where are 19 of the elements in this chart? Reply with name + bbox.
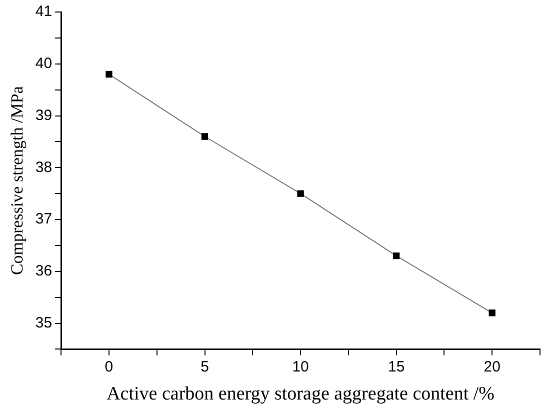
point [201, 133, 208, 140]
y-tick-label: 41 [35, 3, 52, 20]
x-tick-label: 5 [200, 358, 209, 376]
y-axis-title: Compressive strength /MPa [8, 86, 27, 276]
x-axis-title: Active carbon energy storage aggregate content /% [106, 384, 495, 405]
point [297, 190, 304, 197]
x-tick-label: 20 [484, 358, 500, 376]
point [392, 252, 400, 260]
y-tick-label: 35 [35, 314, 52, 332]
y-tick-label: 39 [35, 106, 52, 124]
x-tick-label: 10 [292, 358, 309, 376]
x-tick-label: 0 [104, 358, 114, 376]
y-tick-label: 40 [35, 55, 52, 72]
point [488, 310, 496, 316]
y-tick-label: 38 [35, 158, 52, 176]
x-tick-label: 15 [388, 358, 405, 376]
y-tick-label: 37 [35, 210, 52, 228]
point [106, 70, 112, 78]
y-tick-label: 36 [35, 262, 52, 280]
